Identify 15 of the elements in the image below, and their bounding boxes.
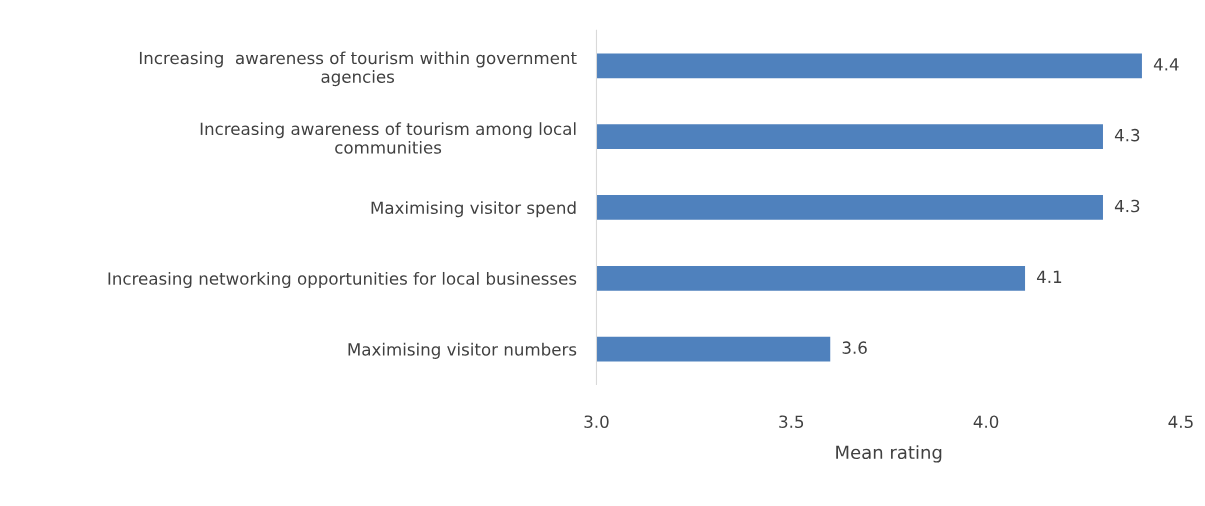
x-tick-label: 3.5 [779,415,804,429]
y-tick-label: Increasing networking opportunities for local businesses [108,271,577,289]
data-label: 4.4 [1153,58,1179,71]
x-tick-label: 4.5 [1168,415,1193,429]
x-axis-title: Mean rating [836,445,942,463]
x-tick-label: 4.0 [973,415,999,429]
data-label: 3.6 [842,341,867,354]
y-tick-label: Maximising visitor spend [371,201,576,218]
y-tick-label: Increasing awareness of tourism within government agencies [139,51,577,87]
data-label: 4.3 [1114,199,1140,213]
y-tick-label: Maximising visitor numbers [348,342,577,359]
x-tick-label: 3.0 [584,415,609,429]
data-label: 4.3 [1114,128,1140,142]
data-label: 4.1 [1036,270,1062,283]
y-tick-label: Increasing awareness of tourism among local communities [200,122,576,154]
